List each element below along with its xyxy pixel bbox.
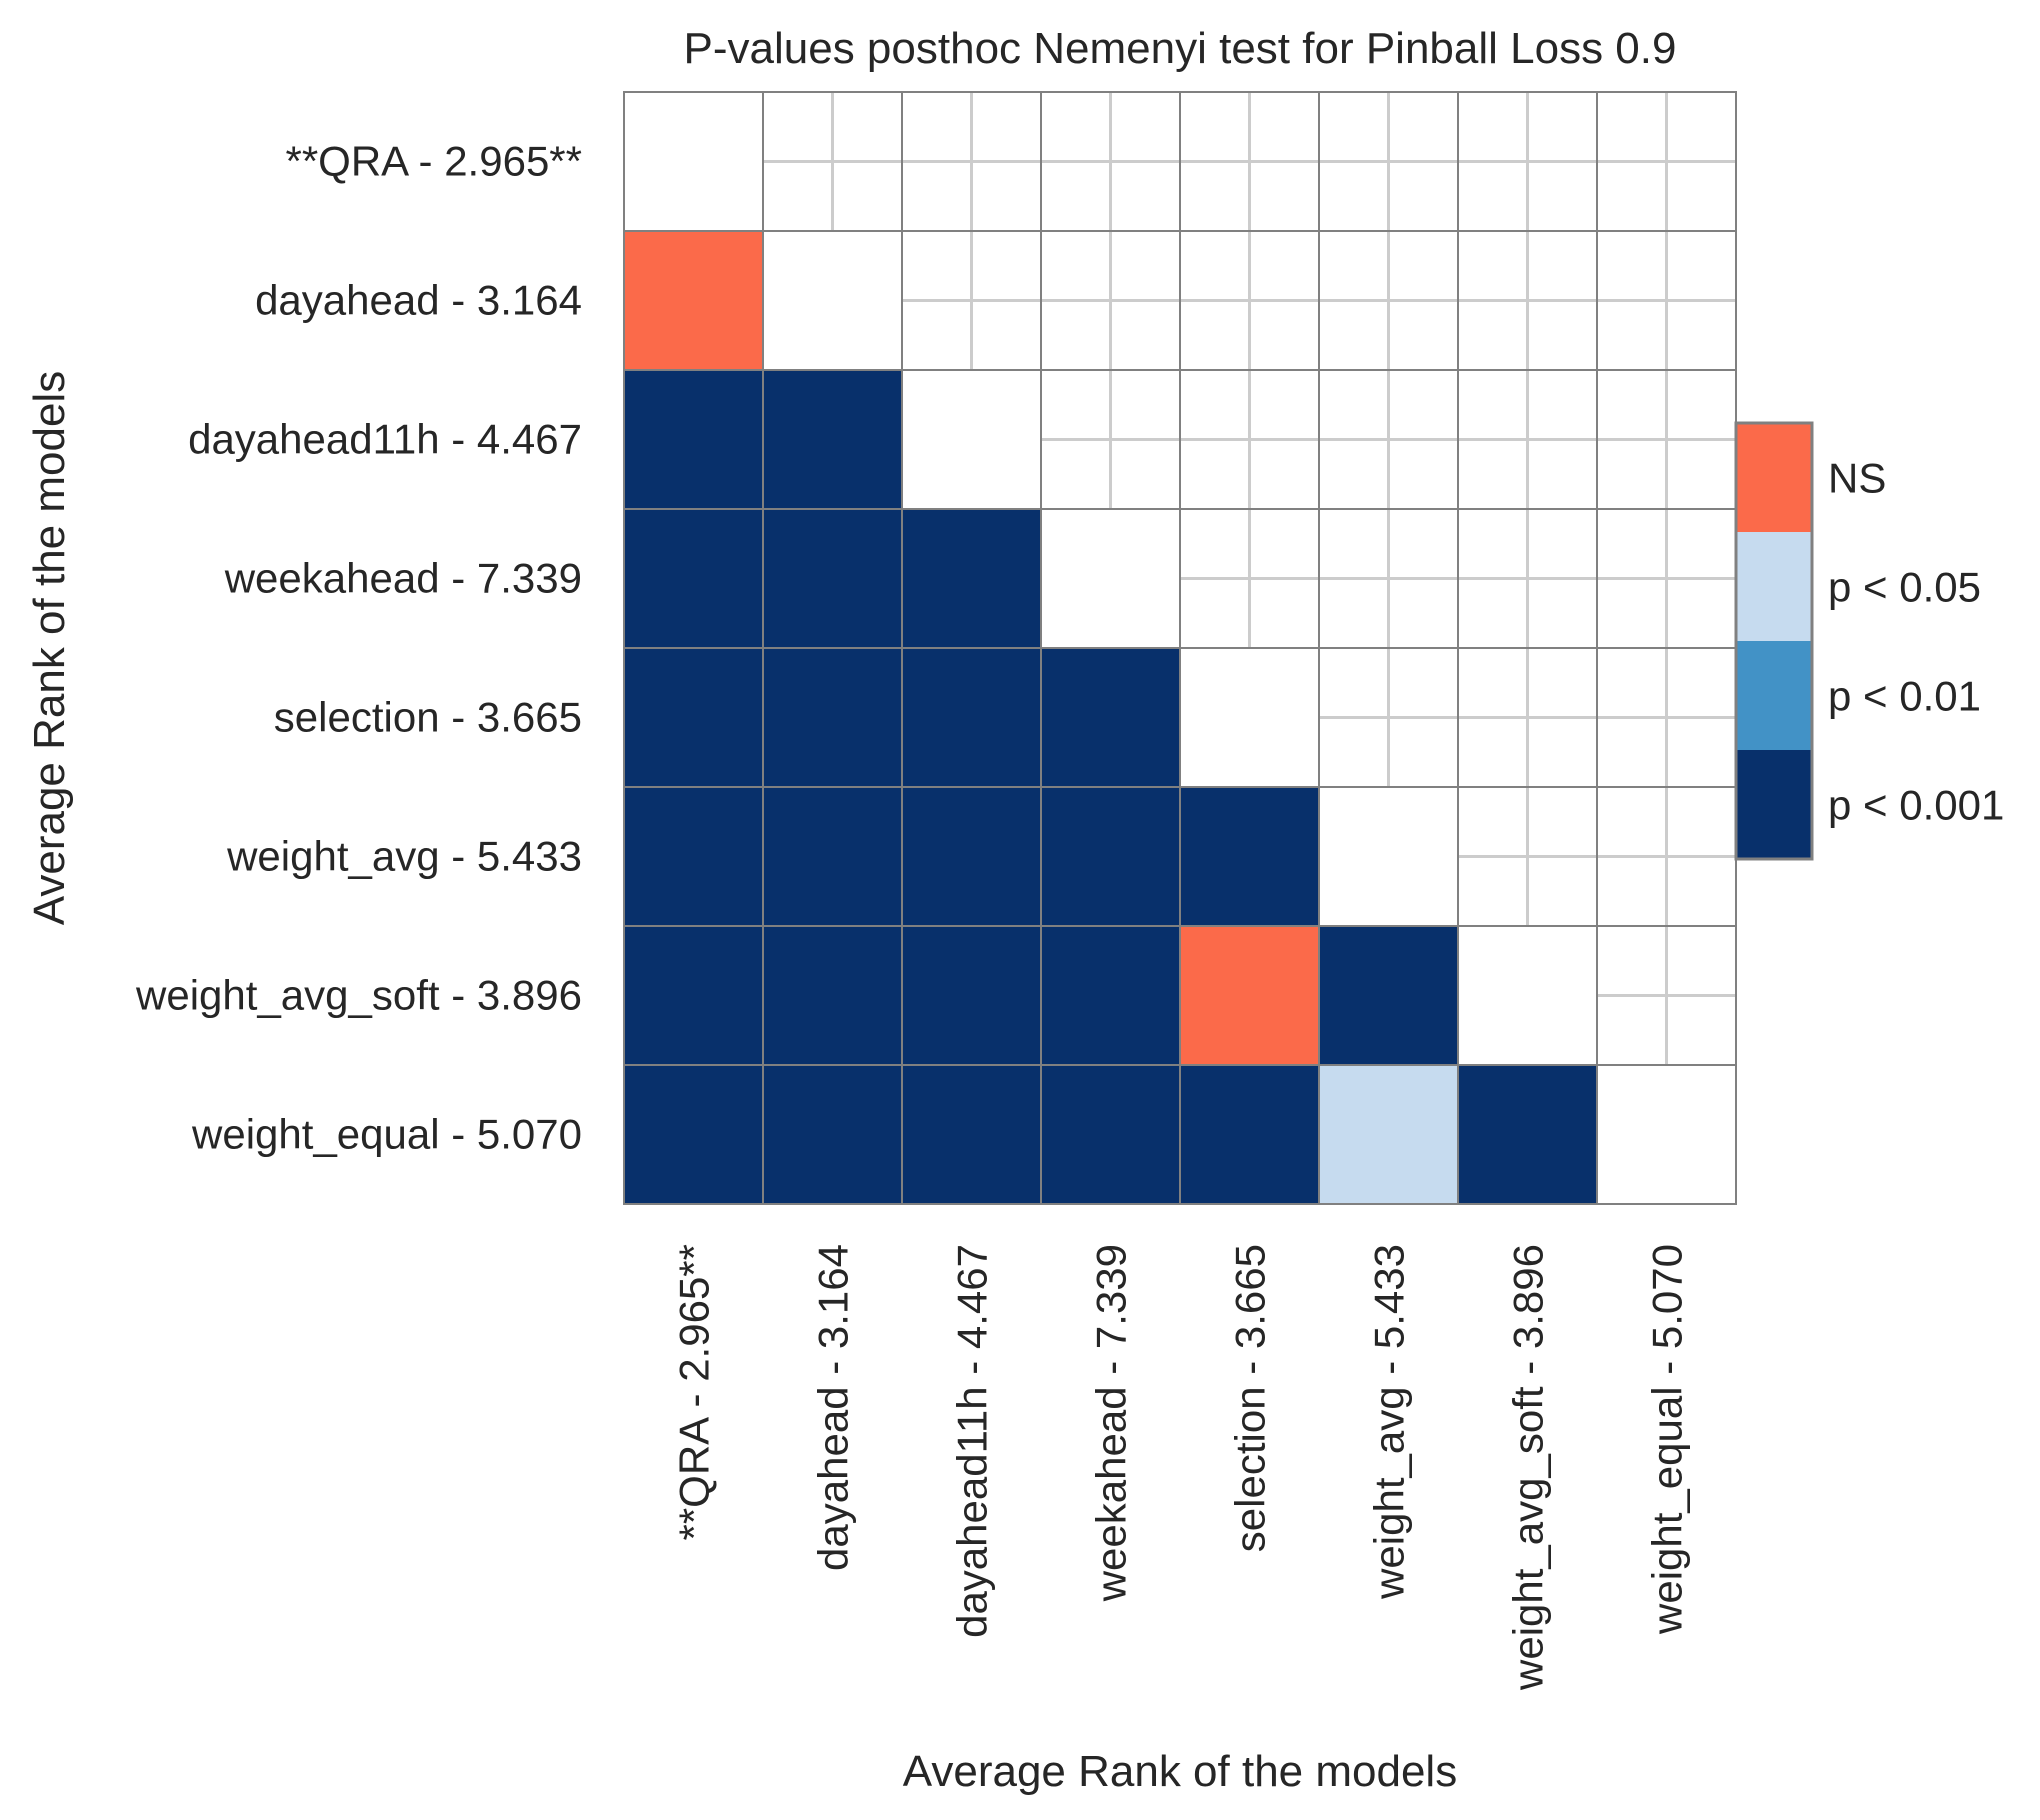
x-tick-label: weight_equal - 5.070 — [1644, 1244, 1691, 1635]
heatmap-cell — [901, 647, 1042, 788]
masked-grid-background — [763, 92, 1736, 1065]
y-tick-label: weight_equal - 5.070 — [191, 1111, 582, 1158]
heatmap-cell — [762, 786, 903, 927]
heatmap-cell — [762, 508, 903, 649]
heatmap-cell — [1040, 925, 1181, 1066]
heatmap-cell — [1179, 786, 1320, 927]
heatmap-cell — [1040, 1064, 1181, 1205]
y-tick-label: weight_avg_soft - 3.896 — [135, 972, 582, 1019]
masked-cell — [1457, 925, 1598, 1066]
legend-swatch — [1736, 641, 1812, 750]
x-tick-label: weekahead - 7.339 — [1088, 1244, 1135, 1602]
heatmap-cell — [1318, 1064, 1459, 1205]
heatmap-cell — [901, 925, 1042, 1066]
masked-cell — [901, 369, 1042, 510]
x-tick-label: **QRA - 2.965** — [671, 1244, 718, 1541]
legend-label: NS — [1828, 455, 1886, 502]
x-tick-label: selection - 3.665 — [1227, 1244, 1274, 1552]
heatmap-cell — [1179, 1064, 1320, 1205]
heatmap-cell — [623, 786, 764, 927]
heatmap-cell — [623, 925, 764, 1066]
legend-label: p < 0.001 — [1828, 782, 2004, 829]
y-tick-label: weight_avg - 5.433 — [226, 833, 582, 880]
heatmap-cell — [1040, 647, 1181, 788]
legend-frame — [1734, 421, 1814, 861]
masked-cell — [762, 230, 903, 371]
y-tick-label: dayahead11h - 4.467 — [188, 416, 582, 463]
y-tick-label: **QRA - 2.965** — [285, 138, 582, 185]
heatmap-cell — [901, 1064, 1042, 1205]
x-axis-label: Average Rank of the models — [903, 1747, 1457, 1796]
heatmap-cell — [623, 647, 764, 788]
legend-swatch — [1736, 532, 1812, 641]
y-tick-label: selection - 3.665 — [274, 694, 582, 741]
heatmap-cell — [623, 369, 764, 510]
heatmap-cell — [623, 508, 764, 649]
y-tick-label: weekahead - 7.339 — [224, 555, 582, 602]
x-tick-label: dayahead11h - 4.467 — [949, 1244, 996, 1638]
heatmap-cell — [762, 925, 903, 1066]
y-axis-label: Average Rank of the models — [25, 371, 74, 925]
heatmap-cells — [623, 91, 1737, 1205]
masked-cell — [1318, 786, 1459, 927]
y-tick-label: dayahead - 3.164 — [255, 277, 582, 324]
masked-cell — [1179, 647, 1320, 788]
heatmap-cell — [901, 508, 1042, 649]
heatmap-cell — [1318, 925, 1459, 1066]
x-tick-label: weight_avg_soft - 3.896 — [1505, 1244, 1552, 1691]
heatmap-cell — [1040, 786, 1181, 927]
masked-cell — [623, 91, 764, 232]
legend-swatch — [1736, 750, 1812, 859]
x-tick-labels: **QRA - 2.965** dayahead - 3.164 dayahead1… — [671, 1244, 1691, 1691]
masked-cell — [1040, 508, 1181, 649]
masked-cell — [1596, 1064, 1737, 1205]
legend: NS p < 0.05 p < 0.01 p < 0.001 — [1734, 421, 2004, 861]
heatmap-cell — [623, 230, 764, 371]
legend-swatch — [1736, 423, 1812, 532]
chart-title: P-values posthoc Nemenyi test for Pinbal… — [684, 24, 1677, 73]
legend-label: p < 0.05 — [1828, 564, 1981, 611]
x-tick-label: dayahead - 3.164 — [810, 1244, 857, 1571]
x-tick-label: weight_avg - 5.433 — [1366, 1244, 1413, 1600]
legend-label: p < 0.01 — [1828, 673, 1981, 720]
heatmap-cell — [762, 1064, 903, 1205]
heatmap-cell — [1179, 925, 1320, 1066]
heatmap-cell — [762, 369, 903, 510]
y-tick-labels: **QRA - 2.965** dayahead - 3.164 dayahead1… — [135, 138, 582, 1158]
heatmap-cell — [762, 647, 903, 788]
heatmap-cell — [901, 786, 1042, 927]
heatmap-cell — [623, 1064, 764, 1205]
heatmap-cell — [1457, 1064, 1598, 1205]
